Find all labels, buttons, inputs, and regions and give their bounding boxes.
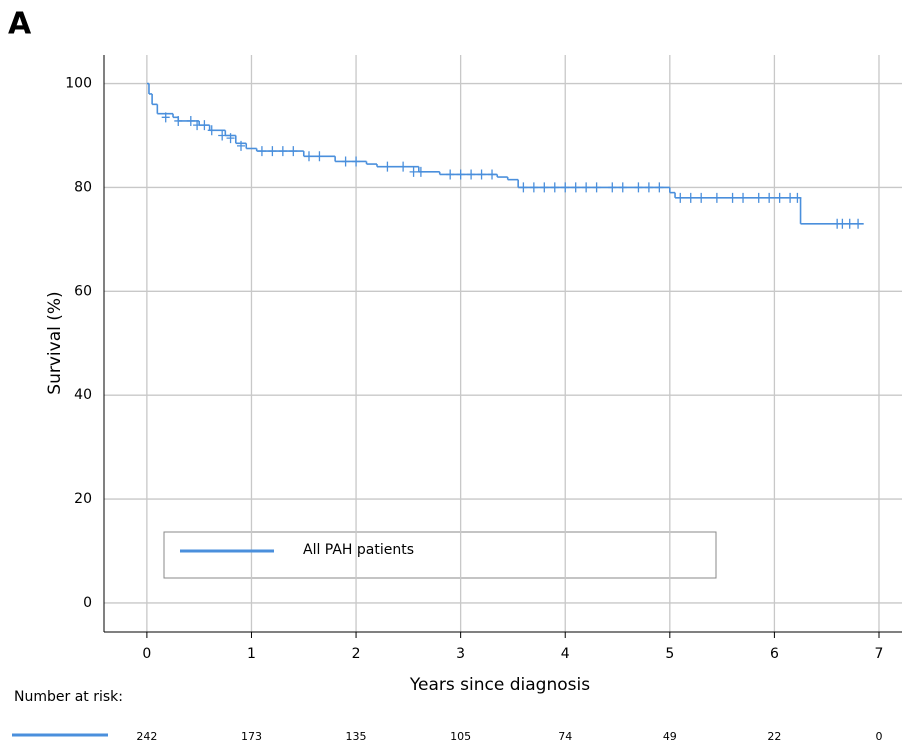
censor-mark bbox=[315, 151, 324, 162]
censor-mark bbox=[416, 166, 425, 177]
censor-mark bbox=[207, 125, 216, 136]
censor-mark bbox=[226, 133, 235, 144]
y-tick-label: 100 bbox=[65, 76, 92, 92]
censor-mark bbox=[446, 169, 455, 180]
censor-mark bbox=[174, 115, 183, 126]
censor-mark bbox=[592, 182, 601, 193]
y-tick-label: 40 bbox=[74, 387, 92, 403]
x-tick-label: 6 bbox=[770, 646, 779, 662]
censor-mark bbox=[467, 169, 476, 180]
risk-count: 49 bbox=[663, 730, 677, 743]
risk-table-title: Number at risk: bbox=[14, 689, 123, 705]
censor-mark bbox=[618, 182, 627, 193]
censor-mark bbox=[488, 169, 497, 180]
y-tick-label: 60 bbox=[74, 283, 92, 299]
censor-mark bbox=[519, 182, 528, 193]
y-tick-label: 80 bbox=[74, 179, 92, 195]
risk-count: 135 bbox=[346, 730, 367, 743]
censor-mark bbox=[644, 182, 653, 193]
risk-count: 105 bbox=[450, 730, 471, 743]
legend-box bbox=[163, 531, 717, 579]
censor-mark bbox=[289, 146, 298, 157]
censor-mark bbox=[304, 151, 313, 162]
censor-mark bbox=[540, 182, 549, 193]
censor-mark bbox=[237, 140, 246, 151]
censor-mark bbox=[728, 192, 737, 203]
censor-mark bbox=[571, 182, 580, 193]
risk-count: 0 bbox=[875, 730, 882, 743]
x-axis-label: Years since diagnosis bbox=[409, 675, 590, 695]
x-tick-label: 0 bbox=[142, 646, 151, 662]
censor-mark bbox=[754, 192, 763, 203]
x-tick-label: 2 bbox=[352, 646, 361, 662]
x-tick-label: 3 bbox=[456, 646, 465, 662]
y-tick-label: 20 bbox=[74, 491, 92, 507]
censor-mark bbox=[793, 192, 802, 203]
censor-mark bbox=[676, 192, 685, 203]
censor-mark bbox=[161, 112, 170, 123]
censor-mark bbox=[854, 218, 863, 229]
censor-mark bbox=[765, 192, 774, 203]
censor-mark bbox=[352, 156, 361, 167]
censor-mark bbox=[712, 192, 721, 203]
censor-mark bbox=[341, 156, 350, 167]
censor-mark bbox=[399, 161, 408, 172]
censor-mark bbox=[550, 182, 559, 193]
legend-label: All PAH patients bbox=[303, 542, 414, 558]
censor-mark bbox=[268, 146, 277, 157]
censor-mark bbox=[278, 146, 287, 157]
risk-count: 173 bbox=[241, 730, 262, 743]
x-tick-label: 5 bbox=[665, 646, 674, 662]
censor-mark bbox=[561, 182, 570, 193]
censor-mark bbox=[634, 182, 643, 193]
censor-mark bbox=[608, 182, 617, 193]
risk-count: 74 bbox=[558, 730, 572, 743]
y-axis-label: Survival (%) bbox=[45, 291, 65, 394]
panel-label: A bbox=[8, 7, 32, 42]
censor-mark bbox=[655, 182, 664, 193]
censor-mark bbox=[582, 182, 591, 193]
censor-mark bbox=[845, 218, 854, 229]
censor-mark bbox=[193, 120, 202, 131]
censor-mark bbox=[775, 192, 784, 203]
y-tick-label: 0 bbox=[83, 595, 92, 611]
censor-mark bbox=[383, 161, 392, 172]
x-tick-label: 4 bbox=[561, 646, 570, 662]
censor-mark bbox=[257, 146, 266, 157]
censor-mark bbox=[477, 169, 486, 180]
censor-mark bbox=[686, 192, 695, 203]
censor-mark bbox=[739, 192, 748, 203]
risk-count: 22 bbox=[767, 730, 781, 743]
censor-mark bbox=[786, 192, 795, 203]
censor-mark bbox=[456, 169, 465, 180]
censor-mark bbox=[838, 218, 847, 229]
censor-mark bbox=[409, 166, 418, 177]
risk-count: 242 bbox=[136, 730, 157, 743]
censor-mark bbox=[529, 182, 538, 193]
censor-mark bbox=[200, 120, 209, 131]
censor-mark bbox=[697, 192, 706, 203]
censor-mark bbox=[218, 130, 227, 141]
x-tick-label: 1 bbox=[247, 646, 256, 662]
censor-mark bbox=[186, 115, 195, 126]
x-tick-label: 7 bbox=[875, 646, 884, 662]
